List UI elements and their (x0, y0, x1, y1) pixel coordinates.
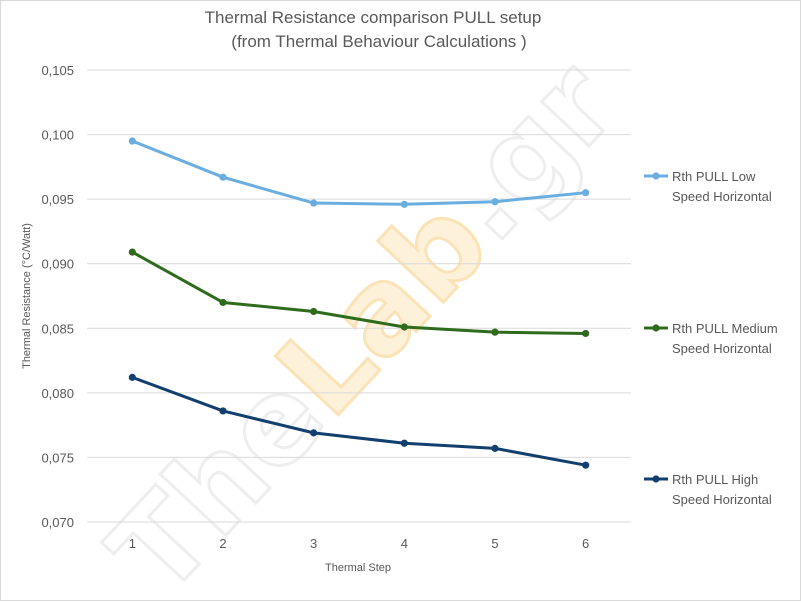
data-point (491, 198, 499, 206)
y-tick-label: 0,080 (41, 386, 74, 401)
y-tick-label: 0,100 (41, 128, 74, 143)
series-3 (128, 373, 590, 469)
legend-label: Rth PULL Low (672, 169, 756, 184)
data-point (128, 373, 136, 381)
x-tick-label: 5 (491, 536, 498, 551)
legend-label: Rth PULL High (672, 472, 758, 487)
data-point (582, 329, 590, 338)
data-point (491, 328, 499, 336)
data-point (128, 137, 136, 145)
data-point (219, 298, 227, 307)
data-point (491, 444, 499, 452)
data-point (582, 461, 590, 469)
series-layer (128, 137, 590, 469)
y-axis-title: Thermal Resistance (°C/Watt) (21, 223, 33, 369)
data-point (400, 200, 408, 208)
data-point (128, 248, 136, 256)
legend-marker (652, 324, 660, 332)
legend-entry: Rth PULL High Speed Horizontal (644, 472, 772, 507)
x-tick-label: 1 (129, 536, 136, 551)
tick-labels: 0,070 0,075 0,080 0,085 0,090 0,095 0,100 0,105… (41, 63, 589, 551)
x-tick-label: 6 (582, 536, 589, 551)
legend-label: Rth PULL Medium (672, 321, 778, 336)
data-point (219, 173, 227, 181)
y-tick-label: 0,085 (41, 321, 74, 336)
data-point (310, 429, 318, 437)
y-tick-label: 0,070 (41, 515, 74, 530)
legend-marker (652, 475, 660, 483)
legend-marker (652, 172, 660, 180)
data-point (310, 307, 318, 316)
y-tick-label: 0,095 (41, 192, 74, 207)
y-tick-label: 0,105 (41, 63, 74, 78)
series-line (130, 250, 588, 335)
x-tick-label: 2 (219, 536, 226, 551)
legend-label: Speed Horizontal (672, 492, 772, 507)
legend-label: Speed Horizontal (672, 341, 772, 356)
legend-entry: Rth PULL Low Speed Horizontal (644, 169, 772, 204)
x-tick-label: 3 (310, 536, 317, 551)
chart-subtitle: (from Thermal Behaviour Calculations ) (231, 32, 526, 51)
y-tick-label: 0,090 (41, 257, 74, 272)
series-line (130, 139, 588, 206)
data-point (400, 439, 408, 447)
data-point (400, 323, 408, 331)
series-2 (128, 248, 590, 338)
y-tick-label: 0,075 (41, 450, 74, 465)
x-axis-title: Thermal Step (325, 562, 391, 574)
data-point (310, 199, 318, 207)
data-point (219, 407, 227, 415)
series-1 (128, 137, 590, 208)
data-point (582, 189, 590, 197)
legend-entry: Rth PULL Medium Speed Horizontal (644, 321, 778, 356)
legend-label: Speed Horizontal (672, 189, 772, 204)
x-tick-label: 4 (401, 536, 408, 551)
series-line (130, 375, 588, 467)
chart-title: Thermal Resistance comparison PULL setup (205, 8, 542, 27)
